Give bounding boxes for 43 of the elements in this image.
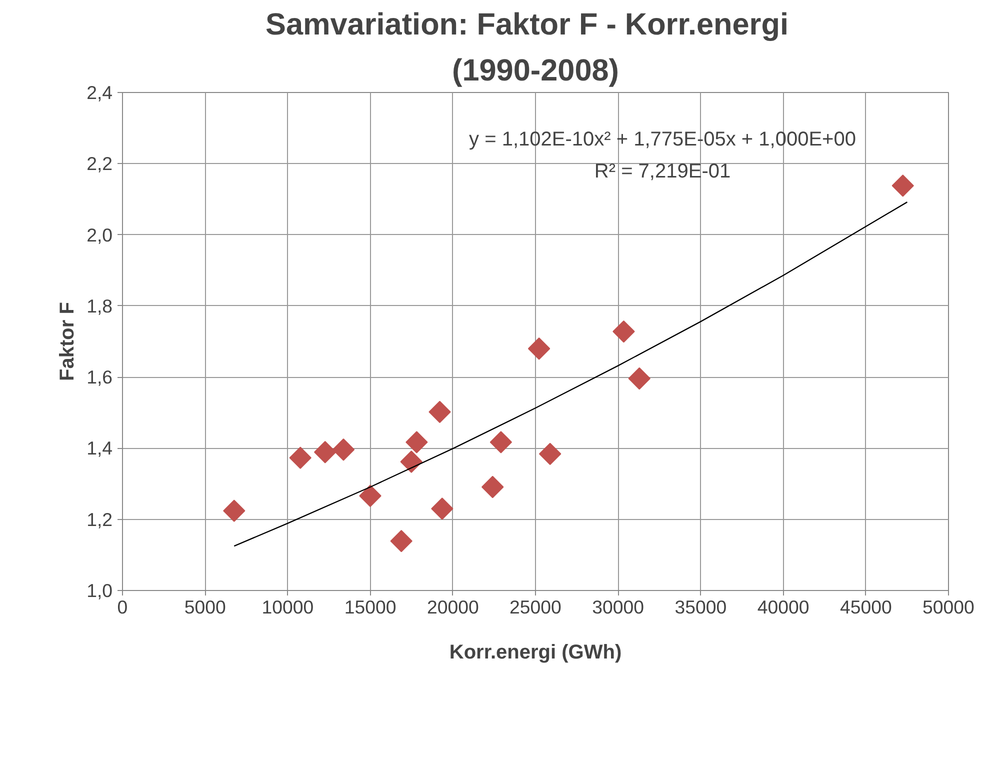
point bbox=[628, 367, 650, 390]
x-tick-label: 45000 bbox=[840, 596, 892, 618]
x-tick-label: 40000 bbox=[757, 596, 810, 618]
point bbox=[314, 441, 336, 464]
point bbox=[428, 400, 451, 424]
x-tick-label: 50000 bbox=[922, 596, 974, 618]
point bbox=[431, 498, 454, 520]
point bbox=[406, 431, 428, 454]
point bbox=[482, 476, 504, 498]
x-tick-label: 30000 bbox=[592, 596, 644, 618]
annotation: y = 1,102E-10x² + 1,775E-05x + 1,000E+00 bbox=[469, 128, 856, 150]
y-tick-label: 1,4 bbox=[86, 438, 113, 459]
y-tick-label: 1,2 bbox=[86, 508, 113, 530]
annotation: R² = 7,219E-01 bbox=[594, 160, 731, 182]
point bbox=[490, 431, 512, 454]
x-tick-label: 15000 bbox=[344, 596, 396, 618]
x-axis-title: Korr.energi (GWh) bbox=[449, 642, 622, 664]
line-series bbox=[234, 201, 908, 547]
y-tick-label: 1,0 bbox=[86, 580, 113, 601]
chart-subtitle: (1990-2008) bbox=[452, 54, 620, 88]
point bbox=[223, 500, 246, 522]
point bbox=[612, 320, 635, 343]
x-tick-label: 10000 bbox=[262, 596, 314, 618]
y-tick-label: 2,2 bbox=[86, 153, 113, 174]
point bbox=[289, 446, 312, 469]
point bbox=[538, 442, 562, 466]
point bbox=[359, 484, 382, 507]
y-tick-label: 2,0 bbox=[86, 224, 113, 246]
point bbox=[892, 174, 914, 197]
y-tick-label: 2,4 bbox=[86, 82, 113, 103]
point bbox=[400, 450, 422, 473]
y-axis-title: Faktor F bbox=[56, 302, 79, 381]
x-tick-label: 25000 bbox=[510, 596, 562, 618]
chart-title: Samvariation: Faktor F - Korr.energi bbox=[265, 8, 788, 42]
x-tick-label: 5000 bbox=[184, 596, 226, 618]
y-tick-label: 1,6 bbox=[86, 366, 113, 388]
x-tick-label: 0 bbox=[117, 596, 128, 618]
x-tick-label: 35000 bbox=[674, 596, 727, 618]
point bbox=[528, 338, 550, 360]
y-tick-label: 1,8 bbox=[86, 295, 113, 316]
point bbox=[390, 530, 412, 552]
x-tick-label: 20000 bbox=[426, 596, 479, 618]
point bbox=[332, 438, 355, 461]
